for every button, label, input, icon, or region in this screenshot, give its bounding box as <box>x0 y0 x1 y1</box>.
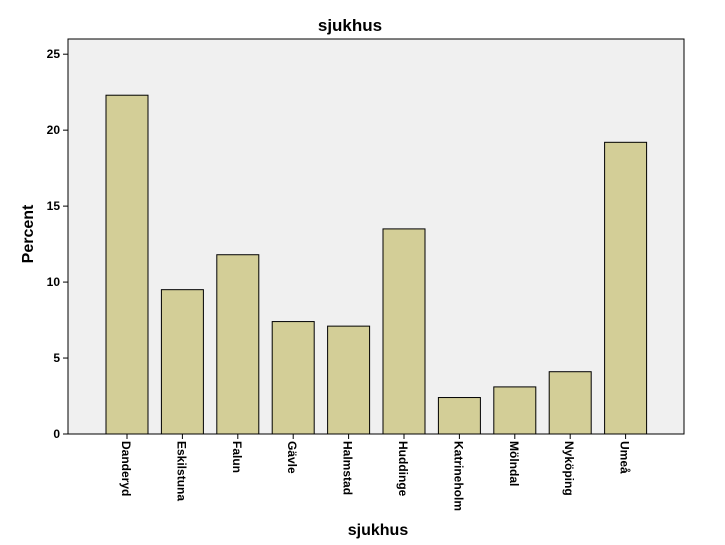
x-tick-label: Danderyd <box>119 441 133 496</box>
y-axis: 0 5 10 15 20 25 <box>47 47 68 441</box>
x-tick-label: Umeå <box>618 441 632 474</box>
bar-8 <box>548 371 592 435</box>
x-tick-label: Katrineholm <box>451 441 465 511</box>
x-axis: Danderyd Eskilstuna Falun Gävle Halmstad Hudd… <box>119 434 632 511</box>
bars <box>105 94 648 435</box>
x-tick-label: Eskilstuna <box>174 441 188 501</box>
y-tick-label: 10 <box>47 275 61 289</box>
bar-7 <box>493 386 537 435</box>
x-tick-label: Falun <box>230 441 244 473</box>
x-tick-label: Mölndal <box>507 441 521 486</box>
bar-0 <box>105 94 149 435</box>
x-tick-label: Huddinge <box>396 441 410 497</box>
y-tick-label: 20 <box>47 123 61 137</box>
bar-9 <box>604 141 648 435</box>
y-tick-label: 5 <box>53 351 60 365</box>
x-tick-label: Gävle <box>285 441 299 474</box>
chart-title: sjukhus <box>318 16 382 35</box>
y-axis-label: Percent <box>20 204 37 263</box>
bar-3 <box>271 321 315 435</box>
y-tick-label: 25 <box>47 47 61 61</box>
y-tick-label: 0 <box>53 427 60 441</box>
x-tick-label: Halmstad <box>341 441 355 495</box>
bar-4 <box>327 325 371 435</box>
bar-1 <box>160 289 204 435</box>
bar-2 <box>216 254 260 435</box>
x-axis-label: sjukhus <box>348 522 409 539</box>
y-tick-label: 15 <box>47 199 61 213</box>
bar-5 <box>382 228 426 435</box>
x-tick-label: Nyköping <box>562 441 576 496</box>
bar-6 <box>437 397 481 435</box>
